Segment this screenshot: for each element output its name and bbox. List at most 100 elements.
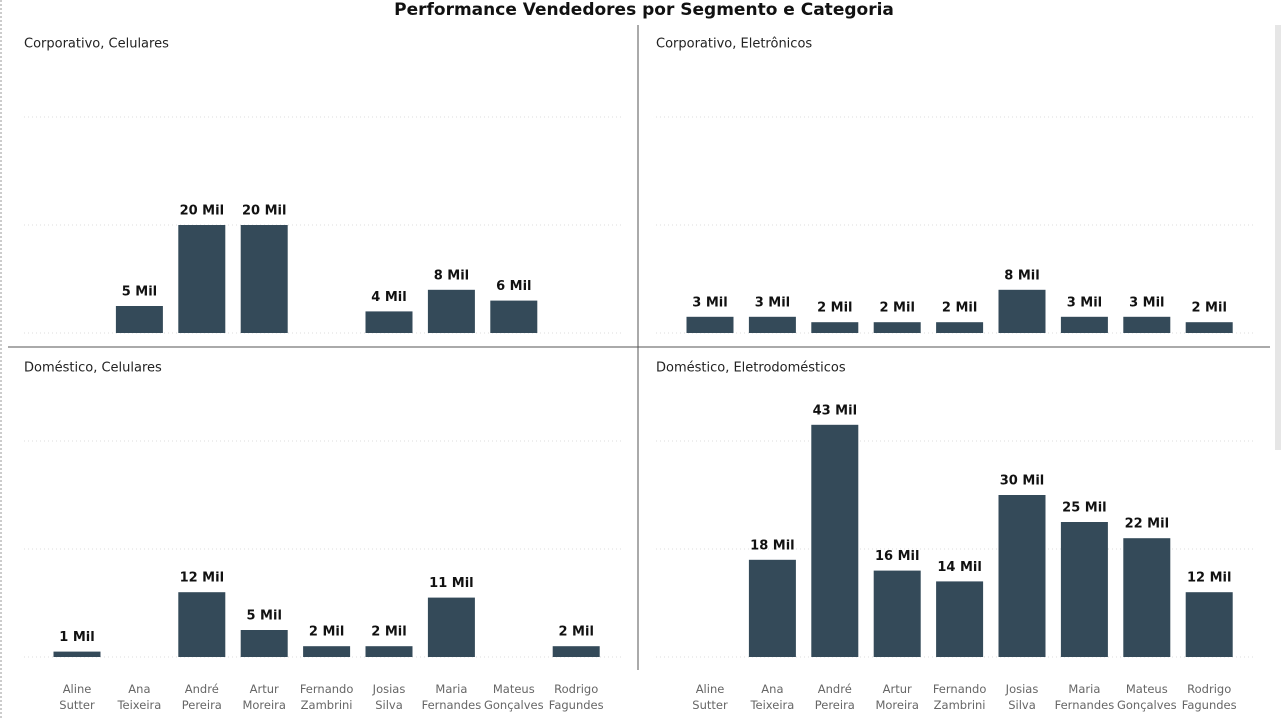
- data-label: 1 Mil: [59, 630, 94, 645]
- bar: [936, 322, 984, 333]
- bar: [490, 300, 538, 333]
- label-line: Fernandes: [422, 698, 482, 712]
- bar: [873, 570, 921, 657]
- bar: [686, 316, 734, 333]
- bar: [115, 306, 163, 333]
- bar: [240, 225, 288, 333]
- label-line: Fernando: [933, 682, 987, 696]
- label-line: Silva: [1008, 698, 1036, 712]
- data-label: 8 Mil: [1004, 268, 1039, 283]
- bar: [873, 322, 921, 333]
- label-line: Rodrigo: [1187, 682, 1231, 696]
- data-label: 5 Mil: [246, 609, 281, 624]
- data-label: 14 Mil: [937, 560, 981, 575]
- x-tick-label: Ana Teixeira: [749, 682, 794, 712]
- data-label: 3 Mil: [1067, 295, 1102, 310]
- data-label: 20 Mil: [180, 204, 224, 219]
- panel-title: Corporativo, Eletrônicos: [656, 37, 812, 52]
- data-label: 4 Mil: [371, 290, 406, 305]
- x-tick-label: Artur Moreira: [875, 682, 918, 712]
- label-line: Zambrini: [301, 698, 353, 712]
- bar: [427, 289, 475, 333]
- data-label: 43 Mil: [813, 403, 857, 418]
- bar: [303, 646, 351, 657]
- scrollbar[interactable]: [1275, 25, 1281, 450]
- chart-title: Performance Vendedores por Segmento e Ca…: [394, 0, 894, 20]
- label-line: Aline: [63, 682, 92, 696]
- data-label: 2 Mil: [817, 301, 852, 316]
- label-line: Moreira: [875, 698, 918, 712]
- data-label: 3 Mil: [692, 295, 727, 310]
- x-tick-label: Artur Moreira: [242, 682, 285, 712]
- x-tick-label: Fernando Zambrini: [933, 682, 987, 712]
- label-line: Fernandes: [1055, 698, 1115, 712]
- x-tick-label: Mateus Gonçalves: [1117, 682, 1177, 712]
- x-tick-label: Mateus Gonçalves: [484, 682, 544, 712]
- data-label: 22 Mil: [1125, 517, 1169, 532]
- data-label: 5 Mil: [122, 285, 157, 300]
- data-label: 11 Mil: [429, 576, 473, 591]
- bar: [178, 592, 226, 657]
- label-line: Aline: [696, 682, 725, 696]
- label-line: Teixeira: [116, 698, 161, 712]
- label-line: Mateus: [493, 682, 535, 696]
- bar: [811, 424, 859, 657]
- data-label: 2 Mil: [371, 625, 406, 640]
- bar: [365, 311, 413, 333]
- bar: [936, 581, 984, 657]
- bar: [240, 630, 288, 657]
- label-line: Mateus: [1126, 682, 1168, 696]
- label-line: André: [185, 682, 219, 696]
- bar: [178, 225, 226, 333]
- bar: [1060, 522, 1108, 657]
- data-label: 12 Mil: [180, 571, 224, 586]
- label-line: Josias: [1005, 682, 1039, 696]
- x-tick-label: André Pereira: [182, 682, 222, 712]
- data-label: 6 Mil: [496, 279, 531, 294]
- data-label: 2 Mil: [1191, 301, 1226, 316]
- bar: [552, 646, 600, 657]
- x-tick-label: Ana Teixeira: [116, 682, 161, 712]
- label-line: Zambrini: [934, 698, 986, 712]
- label-line: Josias: [372, 682, 406, 696]
- label-line: Ana: [128, 682, 150, 696]
- label-line: Moreira: [242, 698, 285, 712]
- x-tick-label: Josias Silva: [372, 682, 406, 712]
- data-label: 16 Mil: [875, 549, 919, 564]
- label-line: Ana: [761, 682, 783, 696]
- data-label: 18 Mil: [750, 538, 794, 553]
- bar: [748, 559, 796, 657]
- panel-title: Doméstico, Eletrodomésticos: [656, 361, 846, 376]
- bar: [427, 597, 475, 657]
- data-label: 2 Mil: [309, 625, 344, 640]
- label-line: André: [818, 682, 852, 696]
- bar: [1185, 322, 1233, 333]
- label-line: Fagundes: [1182, 698, 1237, 712]
- label-line: Gonçalves: [1117, 698, 1177, 712]
- label-line: Pereira: [182, 698, 222, 712]
- x-tick-label: Aline Sutter: [59, 682, 95, 712]
- x-tick-label: Rodrigo Fagundes: [1182, 682, 1237, 712]
- data-label: 2 Mil: [558, 625, 593, 640]
- label-line: Sutter: [59, 698, 95, 712]
- data-label: 2 Mil: [942, 301, 977, 316]
- bar: [53, 651, 101, 657]
- panel-title: Doméstico, Celulares: [24, 361, 162, 376]
- x-tick-label: Josias Silva: [1005, 682, 1039, 712]
- bar: [998, 289, 1046, 333]
- x-tick-label: André Pereira: [815, 682, 855, 712]
- bar: [998, 495, 1046, 657]
- label-line: Maria: [1068, 682, 1100, 696]
- label-line: Gonçalves: [484, 698, 544, 712]
- data-label: 3 Mil: [1129, 295, 1164, 310]
- x-tick-label: Maria Fernandes: [422, 682, 482, 712]
- x-tick-label: Rodrigo Fagundes: [549, 682, 604, 712]
- data-label: 25 Mil: [1062, 501, 1106, 516]
- bar: [1185, 592, 1233, 657]
- bar: [1060, 316, 1108, 333]
- label-line: Teixeira: [749, 698, 794, 712]
- label-line: Sutter: [692, 698, 728, 712]
- x-tick-label: Maria Fernandes: [1055, 682, 1115, 712]
- label-line: Silva: [375, 698, 403, 712]
